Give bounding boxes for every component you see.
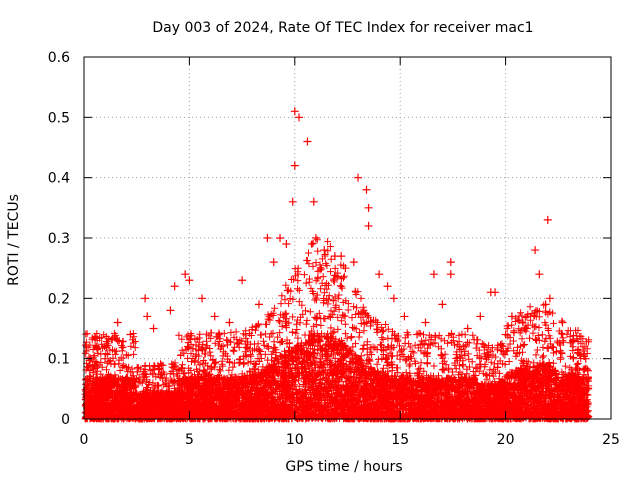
data-point (507, 312, 516, 321)
data-point (320, 246, 329, 255)
data-point (254, 300, 263, 309)
x-tick-label: 10 (286, 432, 304, 448)
data-point (269, 258, 278, 267)
y-tick-label: 0.3 (48, 231, 70, 247)
data-point (541, 300, 550, 309)
data-point (166, 306, 175, 315)
data-point (309, 197, 318, 206)
data-point (210, 312, 219, 321)
data-point (375, 270, 384, 279)
x-tick-label: 25 (602, 432, 620, 448)
grid (84, 57, 611, 419)
x-axis-title: GPS time / hours (285, 459, 402, 475)
data-point (543, 215, 552, 224)
axis-ticks (83, 56, 612, 420)
x-tick-label: 20 (497, 432, 515, 448)
data-point (531, 246, 540, 255)
data-point (476, 312, 485, 321)
data-point (535, 270, 544, 279)
data-points (86, 107, 592, 375)
y-tick-label: 0.4 (48, 171, 70, 187)
data-point (558, 318, 567, 327)
data-point (383, 282, 392, 291)
data-point (438, 300, 447, 309)
x-tick-label: 15 (391, 432, 409, 448)
data-point (126, 330, 135, 339)
data-point (113, 318, 122, 327)
y-tick-label: 0.1 (48, 352, 70, 368)
data-point (290, 161, 299, 170)
y-tick-label: 0.5 (48, 110, 70, 126)
dense-scatter-cloud (81, 236, 593, 423)
scatter-cloud-path (81, 236, 593, 423)
data-point (463, 324, 472, 333)
data-point (362, 185, 371, 194)
data-point (583, 366, 592, 375)
data-point (276, 234, 285, 242)
data-point (282, 240, 291, 249)
data-point (364, 221, 373, 230)
y-axis-title: ROTI / TECUs (6, 194, 22, 286)
data-point (141, 294, 150, 303)
y-tick-labels: 0 0.1 0.2 0.3 0.4 0.5 0.6 (48, 50, 70, 428)
data-point (181, 270, 190, 279)
data-point (413, 330, 422, 339)
data-point (349, 258, 358, 267)
data-point (569, 336, 578, 345)
data-point (389, 294, 398, 303)
x-tick-labels: 0 5 10 15 20 25 (80, 432, 620, 448)
data-point (303, 137, 312, 146)
y-tick-label: 0.6 (48, 50, 70, 66)
data-point (149, 324, 158, 333)
data-point (198, 294, 207, 303)
chart-title: Day 003 of 2024, Rate Of TEC Index for r… (152, 20, 533, 36)
data-point (522, 324, 531, 333)
data-point (288, 197, 297, 206)
x-tick-label: 0 (80, 432, 89, 448)
data-point (101, 354, 110, 363)
data-point (170, 282, 179, 291)
data-point (225, 318, 234, 327)
data-point (491, 288, 500, 297)
data-point (143, 312, 152, 321)
data-point (429, 270, 438, 279)
data-point (354, 173, 363, 182)
data-point (263, 234, 272, 242)
data-point (421, 318, 430, 327)
data-point (446, 258, 455, 267)
y-tick-label: 0.2 (48, 291, 70, 307)
data-point (446, 270, 455, 279)
data-point (364, 203, 373, 212)
data-point (185, 276, 194, 285)
data-point (501, 330, 510, 339)
data-point (295, 113, 304, 122)
data-point (290, 107, 299, 116)
data-point (400, 312, 409, 321)
y-tick-label: 0 (61, 412, 70, 428)
data-point (581, 354, 590, 363)
data-point (90, 360, 99, 369)
data-point (337, 252, 346, 261)
data-point (341, 264, 350, 273)
data-point (545, 294, 554, 303)
x-tick-label: 5 (185, 432, 194, 448)
data-point (238, 276, 247, 285)
data-point (311, 234, 320, 242)
